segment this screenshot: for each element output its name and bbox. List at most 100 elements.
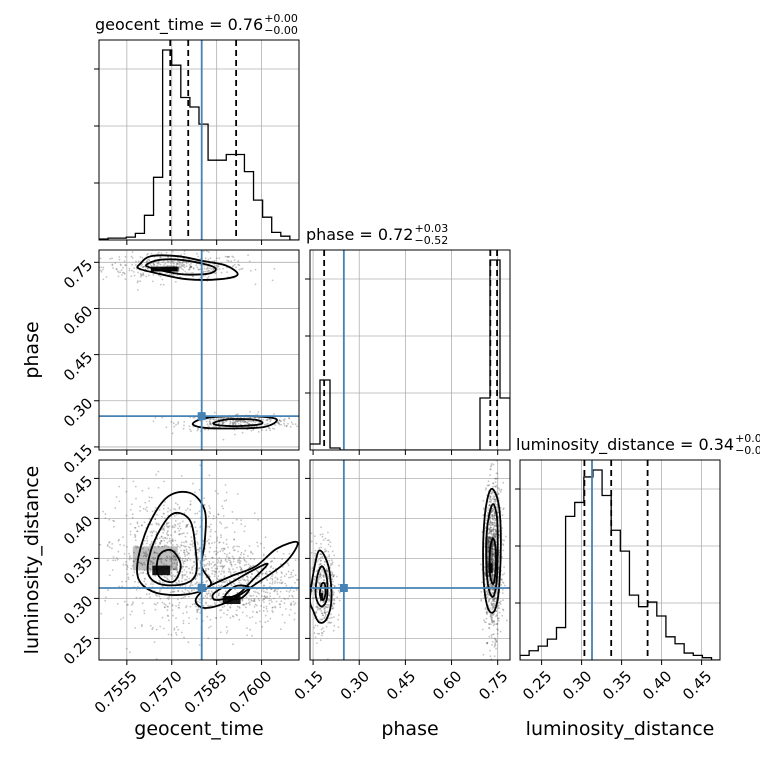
scatter-point [490,501,493,504]
scatter-point [213,411,216,414]
scatter-point [264,536,267,538]
scatter-point [189,584,192,587]
scatter-point [128,552,131,555]
scatter-point [511,590,513,592]
scatter-point [484,572,487,575]
scatter-point [331,572,334,575]
scatter-point [319,573,321,576]
scatter-point [488,523,491,526]
scatter-point [321,570,324,572]
scatter-point [159,589,161,592]
scatter-point [251,634,254,637]
scatter-point [198,574,201,576]
scatter-point [131,264,134,266]
scatter-point [493,498,496,500]
scatter-point [234,421,237,423]
scatter-point [173,627,176,630]
x-axis-label-luminosity_distance: luminosity_distance [526,718,715,740]
scatter-point [182,622,185,625]
scatter-point [179,533,182,535]
scatter-point [142,571,145,574]
scatter-point [242,603,244,606]
scatter-point [493,549,495,551]
scatter-point [131,603,134,605]
scatter-point [161,585,164,588]
scatter-point [239,566,241,568]
scatter-point [190,272,193,274]
scatter-point [322,601,325,603]
scatter-point [487,564,489,566]
scatter-point [311,429,313,431]
scatter-point [307,618,309,620]
scatter-point [219,561,222,564]
scatter-point [289,425,292,428]
scatter-point [184,578,186,581]
scatter-point [143,612,146,615]
scatter-point [321,568,323,570]
scatter-point [211,542,213,544]
scatter-point [194,577,197,580]
scatter-point [323,616,326,619]
scatter-point [331,563,334,566]
scatter-point [174,555,176,558]
scatter-point [266,597,269,599]
scatter-point [220,585,222,588]
scatter-point [233,259,236,261]
scatter-point [221,505,224,507]
scatter-point [292,600,295,603]
scatter-point [493,524,495,526]
x-tick-label: 0.40 [639,667,675,703]
scatter-point [487,538,489,541]
scatter-point [337,583,340,586]
scatter-point [270,565,273,568]
scatter-point [230,563,233,566]
scatter-point [198,510,201,513]
scatter-point [185,262,188,265]
scatter-point [207,428,210,431]
scatter-point [208,574,210,577]
scatter-point [491,543,494,546]
scatter-point [190,536,193,539]
scatter-point [166,555,168,558]
scatter-point [174,524,177,527]
scatter-point [328,580,331,582]
scatter-point [125,514,128,517]
scatter-point [233,545,236,548]
scatter-point [214,563,217,566]
scatter-point [493,623,496,625]
scatter-point [223,547,226,550]
scatter-point [171,538,174,541]
scatter-point [182,561,185,564]
scatter-point [225,491,228,494]
scatter-point [322,539,325,541]
scatter-point [114,559,117,562]
scatter-point [141,624,143,626]
scatter-point [486,641,489,644]
scatter-point [279,419,282,422]
scatter-point [487,550,490,553]
scatter-point [316,642,318,644]
scatter-point [212,268,215,271]
scatter-point [145,506,148,509]
scatter-point [214,418,217,421]
scatter-point [216,565,219,568]
scatter-point [490,530,493,532]
scatter-point [502,609,505,612]
scatter-point [332,629,335,632]
scatter-point [483,619,485,622]
scatter-point [204,569,207,572]
scatter-point [301,617,303,619]
scatter-point [490,531,493,533]
scatter-point [249,616,251,619]
scatter-point [321,590,324,592]
scatter-point [157,486,160,489]
scatter-point [207,604,210,607]
scatter-point [206,596,209,599]
scatter-point [182,562,185,565]
scatter-point [331,550,334,553]
scatter-point [237,413,239,416]
scatter-point [490,616,493,619]
scatter-point [183,549,186,552]
scatter-point [148,258,150,261]
scatter-point [368,604,370,606]
